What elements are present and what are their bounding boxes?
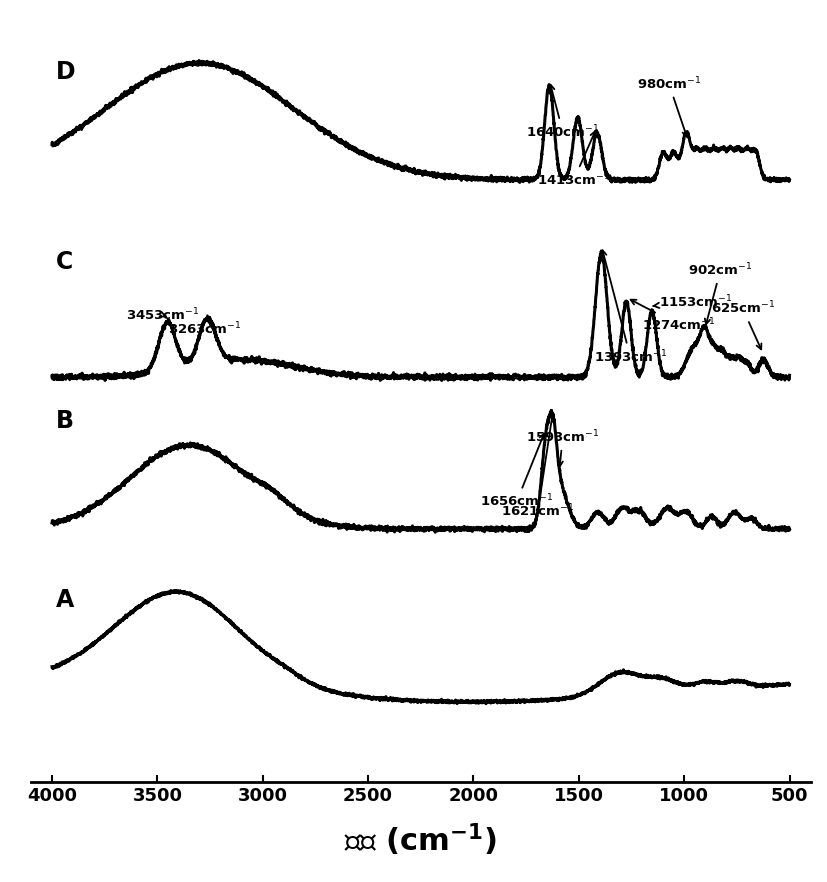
Text: 625cm$^{-1}$: 625cm$^{-1}$ — [710, 300, 775, 349]
Text: 1640cm$^{-1}$: 1640cm$^{-1}$ — [526, 85, 600, 140]
Text: 980cm$^{-1}$: 980cm$^{-1}$ — [637, 76, 701, 137]
Text: 1153cm$^{-1}$: 1153cm$^{-1}$ — [653, 293, 732, 310]
X-axis label: 波长 ($\mathbf{cm^{-1}}$): 波长 ($\mathbf{cm^{-1}}$) — [344, 822, 497, 858]
Text: B: B — [56, 408, 74, 433]
Text: 1393cm$^{-1}$: 1393cm$^{-1}$ — [594, 250, 667, 365]
Text: 1274cm$^{-1}$: 1274cm$^{-1}$ — [631, 300, 715, 333]
Text: D: D — [56, 60, 76, 84]
Text: 3453cm$^{-1}$: 3453cm$^{-1}$ — [126, 307, 199, 324]
Text: C: C — [56, 250, 74, 274]
Text: 3263cm$^{-1}$: 3263cm$^{-1}$ — [168, 315, 241, 337]
Text: A: A — [56, 588, 74, 612]
Text: 1621cm$^{-1}$: 1621cm$^{-1}$ — [501, 414, 575, 519]
Text: 1656cm$^{-1}$: 1656cm$^{-1}$ — [480, 434, 553, 510]
Text: 902cm$^{-1}$: 902cm$^{-1}$ — [688, 262, 753, 325]
Text: 1413cm$^{-1}$: 1413cm$^{-1}$ — [537, 131, 610, 188]
Text: 1593cm$^{-1}$: 1593cm$^{-1}$ — [526, 429, 600, 467]
